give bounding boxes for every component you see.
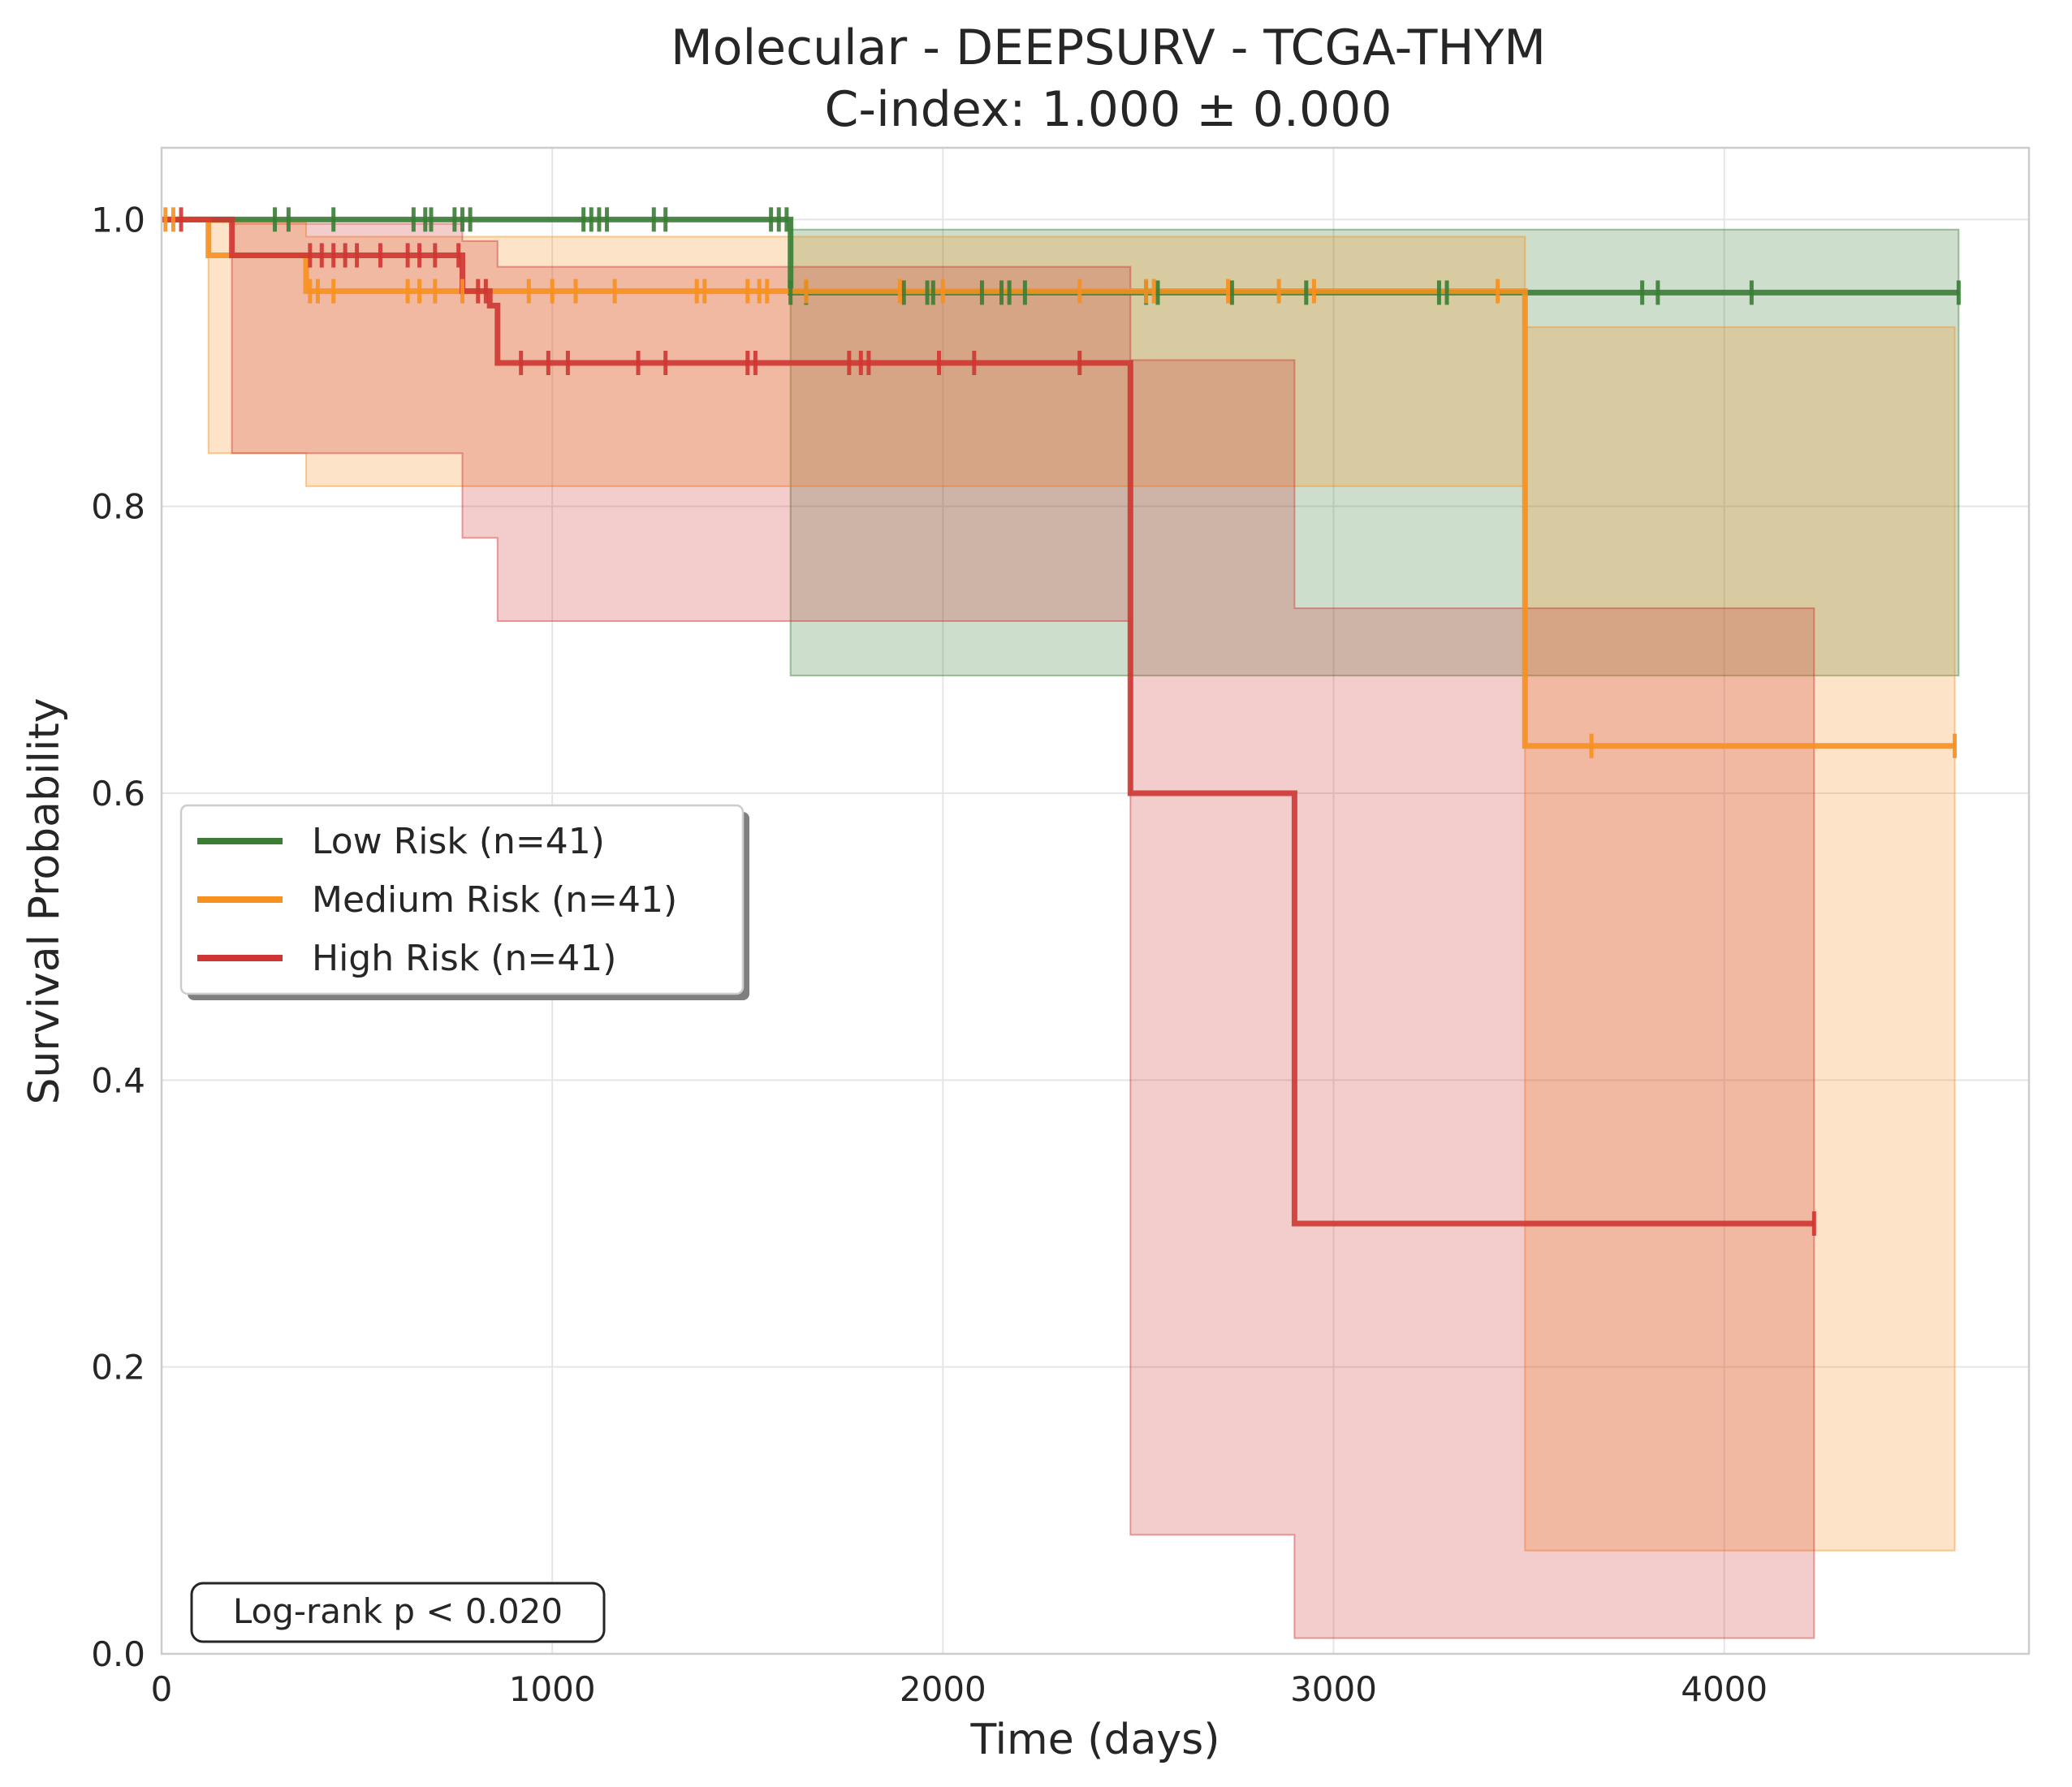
x-tick-label: 3000 — [1290, 1669, 1377, 1709]
y-tick-label: 1.0 — [91, 200, 145, 240]
y-tick-label: 0.0 — [91, 1634, 145, 1674]
x-tick-label: 2000 — [900, 1669, 986, 1709]
log-rank-annotation: Log-rank p < 0.020 — [190, 1582, 606, 1643]
high-risk-legend-label: High Risk (n=41) — [312, 938, 616, 979]
survival-curves — [162, 216, 1959, 1227]
low-risk-legend-label: Low Risk (n=41) — [312, 821, 605, 862]
medium-risk-ci-band — [162, 218, 1956, 1552]
confidence-bands — [162, 218, 1960, 1639]
annotation-text: Log-rank p < 0.020 — [233, 1591, 563, 1631]
y-tick-label: 0.8 — [91, 487, 145, 527]
high-risk-ci-band — [162, 218, 1815, 1639]
chart-subtitle: C-index: 1.000 ± 0.000 — [825, 81, 1392, 138]
x-tick-label: 1000 — [509, 1669, 596, 1709]
legend-entries: Low Risk (n=41) Medium Risk (n=41) High Ri… — [197, 821, 677, 979]
annotation-box — [190, 1582, 606, 1643]
x-tick-label: 4000 — [1681, 1669, 1768, 1709]
y-tick-label: 0.6 — [91, 774, 145, 814]
axis-ticks: 0 1000 2000 3000 4000 0.0 0.2 0.4 0.6 0.8 1.0 — [91, 200, 1768, 1709]
medium-risk-legend-label: Medium Risk (n=41) — [312, 879, 677, 921]
plot-frame — [160, 146, 2031, 1655]
medium-risk-curve — [162, 216, 1955, 749]
y-tick-label: 0.2 — [91, 1348, 145, 1388]
x-tick-label: 0 — [151, 1669, 173, 1709]
y-axis-label: Survival Probability — [20, 697, 69, 1104]
high-risk-curve — [162, 216, 1815, 1227]
chart-title: Molecular - DEEPSURV - TCGA-THYM — [671, 19, 1546, 76]
legend: Low Risk (n=41) Medium Risk (n=41) High Ri… — [179, 804, 749, 1000]
x-axis-label: Time (days) — [969, 1716, 1219, 1764]
y-tick-label: 0.4 — [91, 1060, 145, 1100]
legend-box — [179, 804, 745, 995]
censor-marks — [163, 207, 1961, 1236]
